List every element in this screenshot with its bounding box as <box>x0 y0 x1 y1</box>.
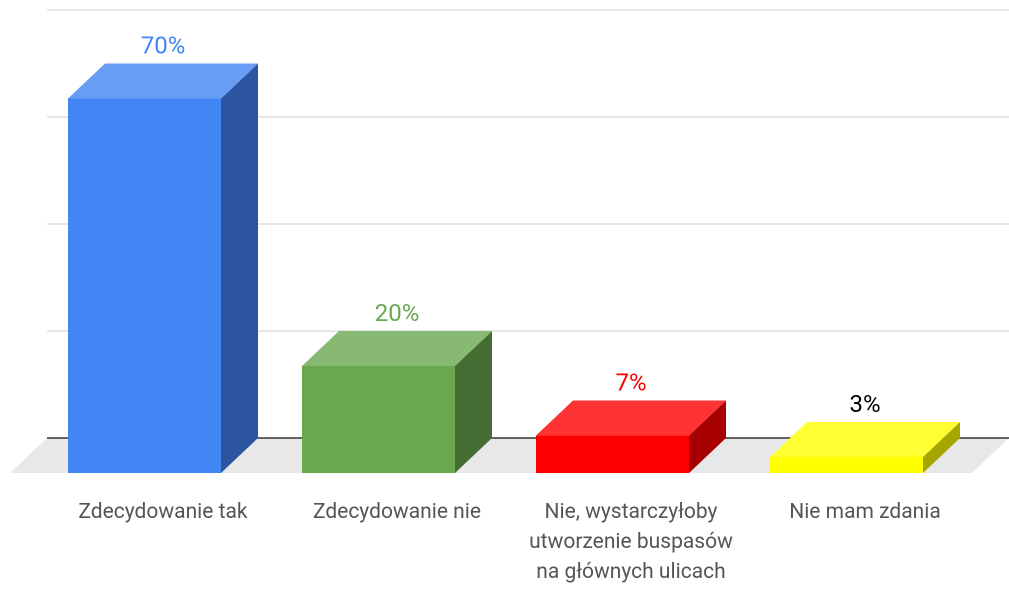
x-tick-label: Zdecydowanie tak <box>78 500 248 524</box>
x-tick-label: Nie, wystarczyłoby utworzenie buspasów na … <box>529 500 733 584</box>
bar-side <box>221 63 258 473</box>
bar-side <box>923 421 960 473</box>
bar <box>770 421 960 473</box>
bar-top <box>302 331 492 366</box>
bar <box>536 400 726 473</box>
bar <box>302 331 492 473</box>
bar <box>68 63 258 473</box>
bar-front <box>68 98 221 473</box>
bar-side <box>689 400 726 473</box>
bar-front <box>302 366 455 473</box>
value-label: 20% <box>375 299 420 327</box>
value-label: 70% <box>141 32 186 60</box>
bar-top <box>770 421 960 457</box>
x-tick-label: Zdecydowanie nie <box>313 500 481 524</box>
value-label: 7% <box>615 369 646 397</box>
bar-side <box>455 331 492 473</box>
bar-front <box>536 435 689 473</box>
bar-top <box>536 400 726 436</box>
x-tick-label: Nie mam zdania <box>789 500 941 524</box>
value-label: 3% <box>849 390 880 418</box>
bar-front <box>770 456 923 473</box>
bar-top <box>68 63 258 99</box>
floor <box>10 438 1009 473</box>
